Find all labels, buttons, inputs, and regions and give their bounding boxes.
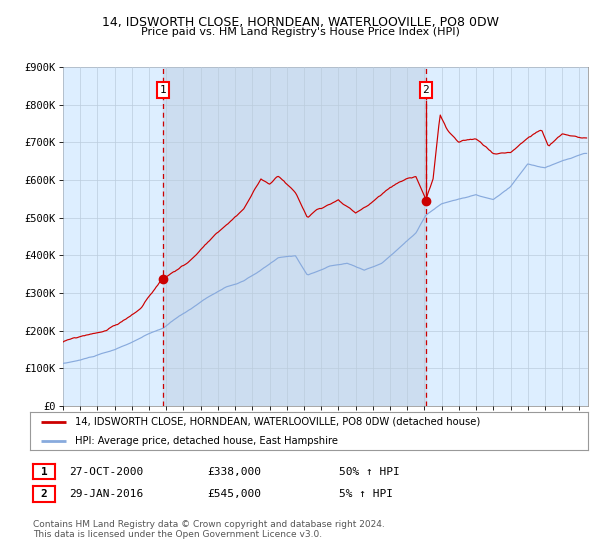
Text: 14, IDSWORTH CLOSE, HORNDEAN, WATERLOOVILLE, PO8 0DW (detached house): 14, IDSWORTH CLOSE, HORNDEAN, WATERLOOVI…	[74, 417, 480, 427]
Text: 14, IDSWORTH CLOSE, HORNDEAN, WATERLOOVILLE, PO8 0DW: 14, IDSWORTH CLOSE, HORNDEAN, WATERLOOVI…	[101, 16, 499, 29]
Text: 2: 2	[41, 489, 47, 499]
Text: Price paid vs. HM Land Registry's House Price Index (HPI): Price paid vs. HM Land Registry's House …	[140, 27, 460, 37]
Bar	[163, 67, 426, 406]
Text: 29-JAN-2016: 29-JAN-2016	[69, 489, 143, 499]
Text: £545,000: £545,000	[207, 489, 261, 499]
Text: £338,000: £338,000	[207, 466, 261, 477]
Text: 5% ↑ HPI: 5% ↑ HPI	[339, 489, 393, 499]
Text: HPI: Average price, detached house, East Hampshire: HPI: Average price, detached house, East…	[74, 436, 338, 446]
Text: 50% ↑ HPI: 50% ↑ HPI	[339, 466, 400, 477]
Text: 1: 1	[160, 85, 167, 95]
Text: 27-OCT-2000: 27-OCT-2000	[69, 466, 143, 477]
Text: 2: 2	[422, 85, 429, 95]
Text: 1: 1	[41, 466, 47, 477]
Text: Contains HM Land Registry data © Crown copyright and database right 2024.
This d: Contains HM Land Registry data © Crown c…	[33, 520, 385, 539]
